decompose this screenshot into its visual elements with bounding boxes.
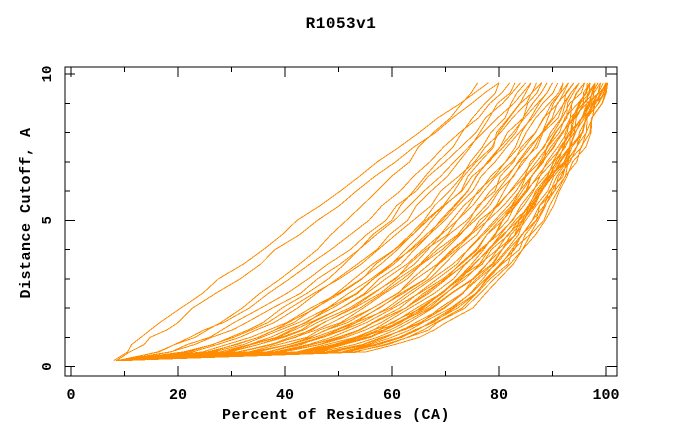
model-accuracy-curve [115,82,516,362]
model-accuracy-curve [119,82,553,362]
model-accuracy-curve [121,82,596,362]
model-accuracy-curve [118,82,564,362]
plot-frame [64,66,618,377]
plot-frame-group: 0 20 40 60 80 100 0 5 10 [40,66,620,404]
x-tick-label: 20 [169,387,187,404]
model-accuracy-curve [123,82,596,362]
model-accuracy-curve [121,82,548,362]
y-tick-label: 10 [40,66,56,83]
model-accuracy-curve [118,82,585,362]
model-accuracy-curve [113,82,489,362]
model-accuracy-curve [120,82,609,362]
model-accuracy-curve [120,82,521,362]
model-accuracy-curve [122,82,575,362]
model-accuracy-curve [116,82,543,362]
curves-group [113,82,609,362]
x-tick-label: 40 [276,387,294,404]
x-tick-label: 60 [383,387,401,404]
x-axis-title: Percent of Residues (CA) [222,407,450,424]
model-accuracy-curve [120,82,580,362]
model-accuracy-curve [117,82,607,362]
model-accuracy-curve [123,82,537,362]
y-tick-label: 0 [40,362,56,370]
model-accuracy-curve [121,82,564,362]
model-accuracy-curve [122,82,532,362]
model-accuracy-curve [119,82,591,362]
y-axis-title: Distance Cutoff, A [18,127,35,298]
model-accuracy-curve [117,82,527,362]
model-accuracy-curve [120,82,607,362]
y-tick-label: 5 [40,216,56,224]
x-tick-label: 0 [66,387,75,404]
x-tick-label: 100 [592,387,619,404]
model-accuracy-curve [118,82,580,362]
model-accuracy-curve [119,82,479,362]
chart-title: R1053v1 [306,15,377,33]
model-accuracy-curve [116,82,591,362]
model-accuracy-curve [119,82,569,362]
model-accuracy-curve [119,82,500,362]
model-accuracy-curve [117,82,591,362]
model-accuracy-curve [122,82,588,362]
model-accuracy-curve [118,82,580,362]
model-accuracy-curve [116,82,500,362]
model-accuracy-curve [119,82,608,362]
model-accuracy-curve [118,82,599,362]
model-accuracy-curve [120,82,607,362]
model-accuracy-curve [120,82,553,362]
model-accuracy-curve [119,82,596,362]
x-tick-label: 80 [490,387,508,404]
model-accuracy-curve [121,82,543,362]
model-accuracy-curve [118,82,532,362]
